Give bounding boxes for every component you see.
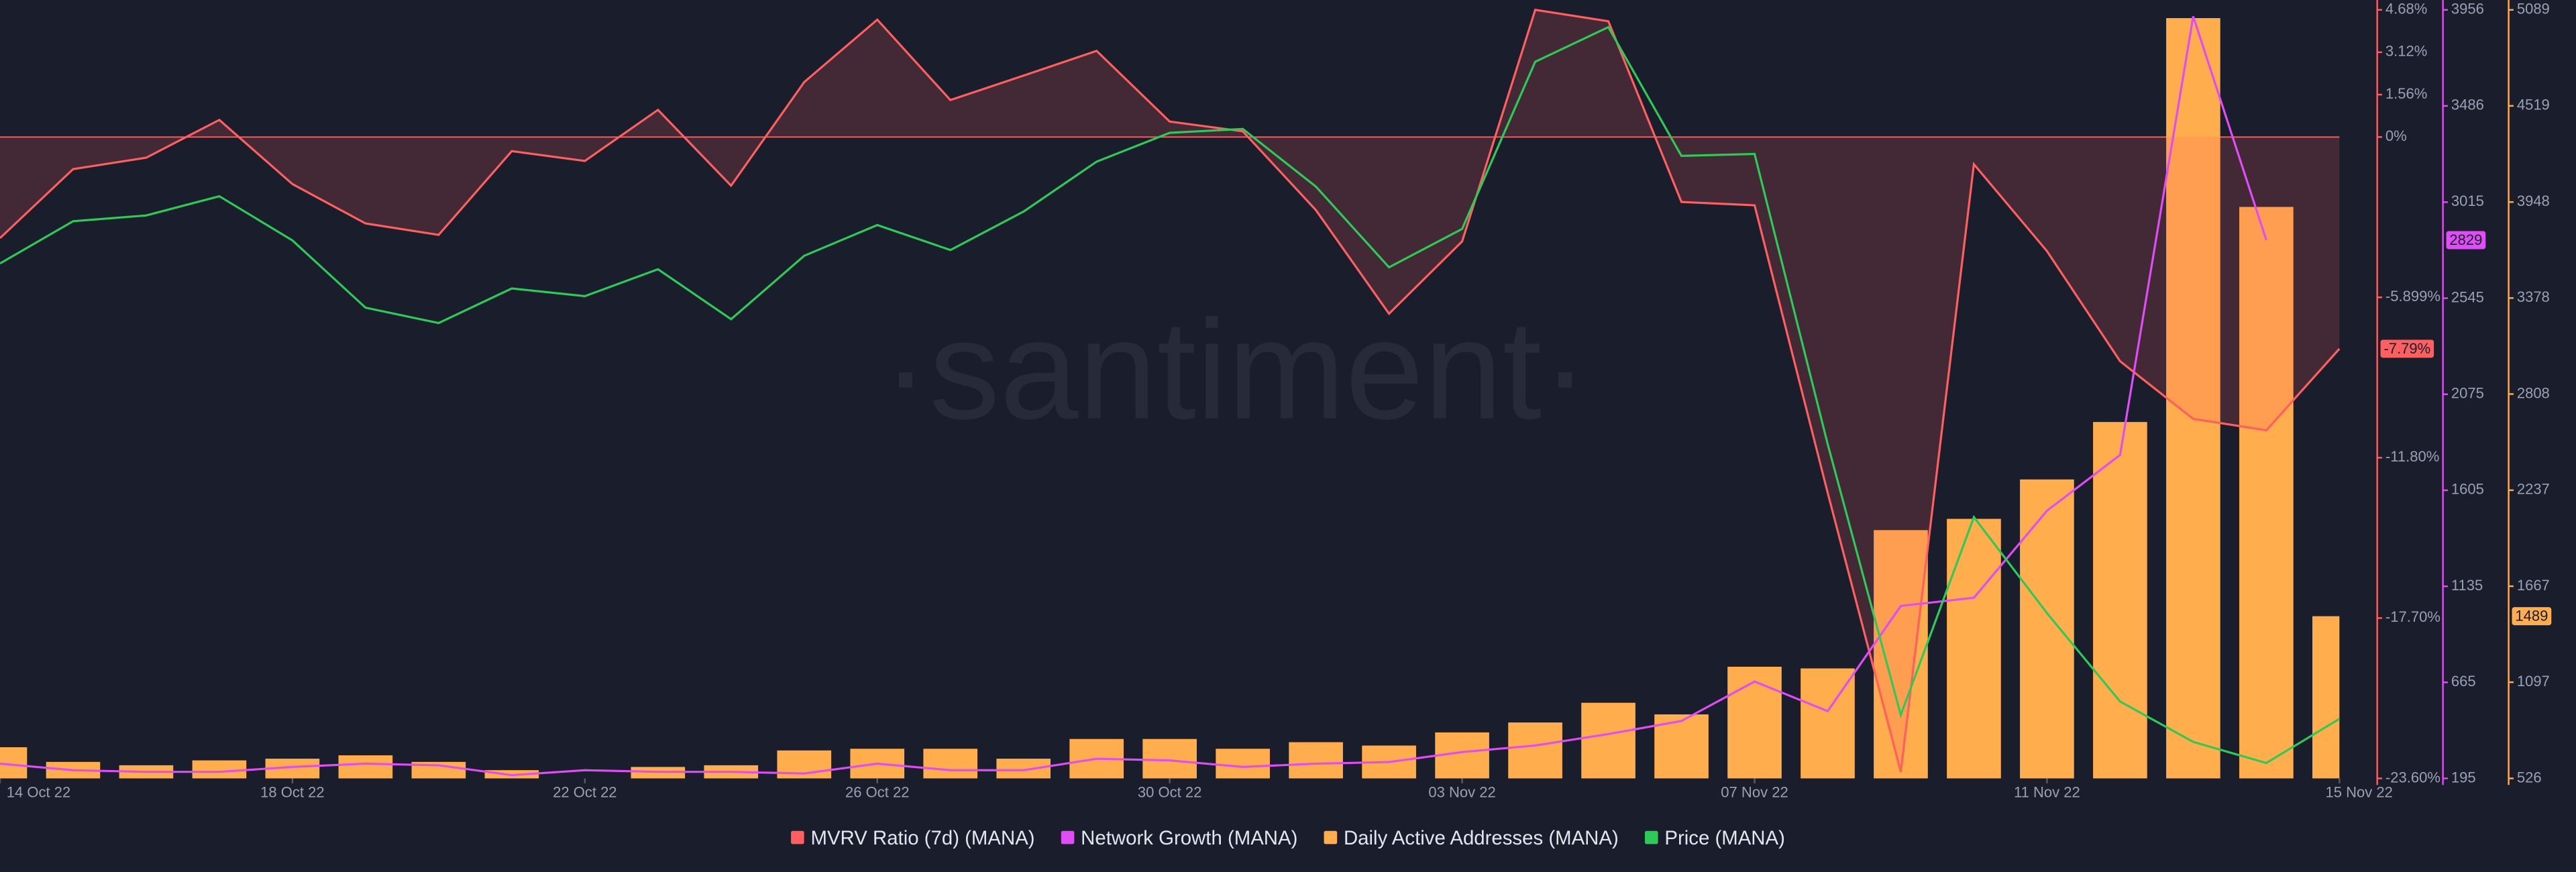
value-label: -7.79% [2383, 340, 2430, 357]
y-tick-label: 2808 [2517, 384, 2550, 401]
x-tick-label: 03 Nov 22 [1428, 783, 1495, 800]
bar [1874, 530, 1928, 779]
y-tick-label: 3378 [2517, 288, 2550, 305]
bar [0, 747, 28, 779]
y-tick-label: 526 [2517, 769, 2542, 785]
bar [1289, 742, 1343, 779]
bar [1947, 519, 2001, 779]
x-tick-label: 15 Nov 22 [2326, 783, 2393, 800]
x-tick-label: 30 Oct 22 [1138, 783, 1201, 800]
y-tick-label: 0% [2385, 127, 2407, 144]
bar [2312, 616, 2340, 779]
y-tick-label: 3486 [2451, 97, 2484, 113]
value-label: 1489 [2515, 608, 2548, 624]
bar [1581, 702, 1635, 779]
y-tick-label: 3956 [2451, 1, 2484, 17]
y-tick-label: 3015 [2451, 193, 2484, 209]
y-tick-label: 1667 [2517, 577, 2550, 594]
x-tick-label: 18 Oct 22 [260, 783, 324, 800]
bar [2020, 479, 2074, 779]
y-tick-label: 2237 [2517, 481, 2550, 498]
y-tick-label: 1.56% [2385, 85, 2427, 102]
y-tick-label: 1135 [2451, 577, 2483, 594]
bar [1727, 666, 1782, 779]
legend-swatch [1644, 830, 1658, 844]
legend-swatch [791, 830, 804, 844]
y-tick-label: 5089 [2517, 1, 2550, 17]
line [0, 25, 2341, 765]
y-tick-label: 1097 [2517, 673, 2550, 690]
y-tick-label: 2545 [2451, 288, 2484, 305]
y-tick-label: -11.80% [2385, 448, 2439, 465]
line [0, 8, 2341, 773]
value-badge [2446, 231, 2486, 250]
legend-label: Daily Active Addresses (MANA) [1344, 827, 1619, 849]
bar [338, 755, 393, 779]
y-tick-label: -17.70% [2385, 608, 2440, 625]
bar [1142, 739, 1197, 779]
bar [1508, 722, 1562, 779]
legend-swatch [1061, 830, 1075, 844]
area [0, 9, 2340, 772]
y-tick-label: 2075 [2451, 385, 2484, 402]
y-tick-label: 3948 [2517, 193, 2550, 209]
x-tick-label: 11 Nov 22 [2014, 783, 2080, 800]
bar [2239, 207, 2294, 779]
x-tick-label: 22 Oct 22 [553, 783, 616, 800]
legend-swatch [1324, 830, 1338, 844]
legend-label: Price (MANA) [1664, 827, 1785, 849]
legend-label: MVRV Ratio (7d) (MANA) [810, 827, 1034, 849]
y-tick-label: -23.60% [2385, 769, 2440, 785]
y-tick-label: 4.68% [2385, 1, 2427, 17]
line [0, 15, 2267, 777]
x-tick-label: 14 Oct 22 [7, 783, 70, 800]
bar [2166, 17, 2220, 779]
watermark: ·santiment· [882, 290, 1589, 449]
y-tick-label: 195 [2451, 769, 2476, 785]
value-label: 2829 [2449, 231, 2482, 248]
bar [923, 749, 978, 779]
bar [2093, 422, 2147, 779]
value-badge [2512, 607, 2552, 626]
value-badge [2380, 339, 2434, 358]
y-tick-label: 1605 [2451, 481, 2484, 498]
legend-label: Network Growth (MANA) [1081, 827, 1297, 849]
y-tick-label: -5.899% [2385, 288, 2440, 305]
x-tick-label: 26 Oct 22 [845, 783, 909, 800]
bar [996, 759, 1051, 779]
bar [1216, 749, 1270, 779]
y-tick-label: 665 [2451, 673, 2476, 690]
x-tick-label: 07 Nov 22 [1721, 783, 1788, 800]
y-tick-label: 3.12% [2385, 43, 2427, 60]
bar [192, 760, 247, 779]
y-tick-label: 4519 [2517, 97, 2550, 113]
